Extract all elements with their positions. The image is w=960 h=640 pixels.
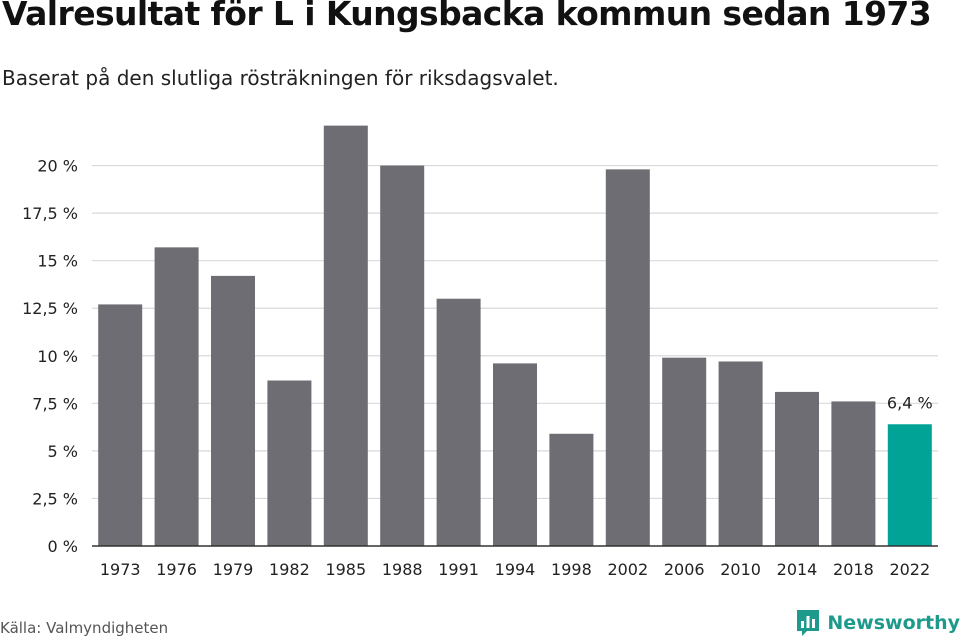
x-tick-label: 1973 [100, 560, 141, 579]
x-tick-label: 2022 [889, 560, 930, 579]
bar-1988 [380, 165, 425, 547]
x-tick-label: 1994 [495, 560, 536, 579]
y-tick-label: 15 % [37, 252, 78, 271]
bar-2014 [775, 391, 819, 546]
bar-1982 [267, 380, 312, 546]
bar-1991 [436, 298, 481, 546]
bar-1994 [493, 363, 537, 546]
x-tick-label: 1976 [156, 560, 197, 579]
y-tick-label: 2,5 % [32, 489, 78, 508]
x-tick-label: 2010 [720, 560, 761, 579]
chart-title: Valresultat för L i Kungsbacka kommun se… [2, 0, 932, 33]
x-tick-label: 1982 [269, 560, 310, 579]
bar-1976 [154, 247, 199, 546]
bar-2006 [662, 357, 707, 546]
bar-1979 [211, 275, 255, 546]
data-labels: 6,4 % [887, 393, 933, 412]
y-axis-ticks: 0 % 2,5 % 5 % 7,5 % 10 % 12,5 % 15 % 17,5 % 20 % [22, 157, 78, 556]
x-tick-label: 2002 [607, 560, 648, 579]
brand-name: Newsworthy [827, 612, 960, 634]
bar-1985 [323, 125, 368, 546]
bar-2022 [887, 424, 932, 546]
y-tick-label: 5 % [48, 442, 78, 461]
brand-logo: Newsworthy [795, 608, 960, 638]
x-tick-label: 1991 [438, 560, 479, 579]
bar-chart: 0 % 2,5 % 5 % 7,5 % 10 % 12,5 % 15 % 17,5 % 20 %… [22, 125, 938, 579]
y-tick-label: 12,5 % [22, 299, 78, 318]
x-tick-label: 2018 [833, 560, 874, 579]
x-tick-label: 1979 [213, 560, 254, 579]
bar-1998 [549, 433, 594, 546]
bars [98, 125, 932, 547]
bar-2002 [605, 169, 650, 547]
x-tick-label: 2014 [777, 560, 818, 579]
y-tick-label: 10 % [37, 347, 78, 366]
newsworthy-logo-icon [797, 610, 820, 636]
y-tick-label: 7,5 % [32, 394, 78, 413]
source-note: Källa: Valmyndigheten [0, 619, 169, 637]
y-tick-label: 0 % [48, 537, 78, 556]
x-tick-label: 1985 [325, 560, 366, 579]
data-label: 6,4 % [887, 393, 933, 412]
bar-1973 [98, 304, 143, 546]
bar-2018 [831, 401, 876, 546]
y-tick-label: 20 % [37, 157, 78, 176]
y-tick-label: 17,5 % [22, 204, 78, 223]
bar-2010 [718, 361, 763, 546]
chart-subtitle: Baserat på den slutliga rösträkningen fö… [2, 66, 559, 90]
x-tick-label: 2006 [664, 560, 705, 579]
x-tick-label: 1998 [551, 560, 592, 579]
x-tick-label: 1988 [382, 560, 423, 579]
x-axis-ticks: 1973 1976 1979 1982 1985 1988 1991 1994 1998 2002… [100, 560, 930, 579]
